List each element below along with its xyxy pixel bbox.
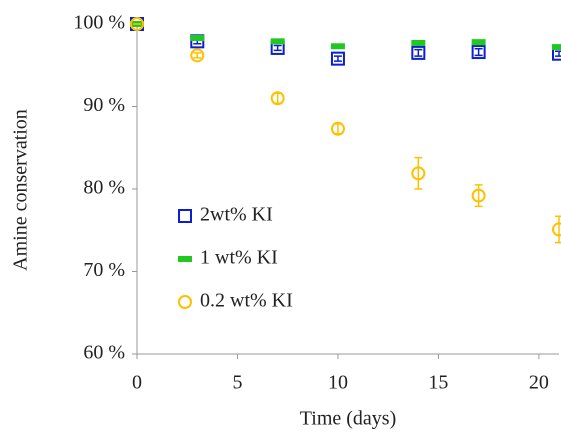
y-tick-label: 100 % (73, 12, 125, 34)
error-bar (414, 40, 423, 46)
marker (270, 91, 285, 106)
legend-marker (178, 256, 192, 262)
x-tick-label: 5 (232, 372, 242, 394)
y-axis-title: Amine conservation (10, 109, 32, 271)
error-bar (273, 92, 282, 104)
y-tick-label: 90 % (83, 94, 125, 116)
x-tick-label: 20 (529, 372, 549, 394)
marker (552, 222, 561, 237)
error-bar (273, 38, 282, 44)
error-bar (414, 156, 423, 190)
error-bar (474, 184, 483, 208)
error-bar (333, 123, 342, 135)
error-bar (333, 43, 342, 49)
error-bar (474, 48, 483, 57)
error-bar (474, 39, 483, 45)
marker (330, 121, 345, 136)
x-tick-label: 10 (328, 372, 348, 394)
legend-label: 2wt% KI (200, 204, 273, 226)
legend-label: 0.2 wt% KI (200, 290, 293, 312)
y-tick-label: 80 % (83, 177, 125, 199)
error-bar (555, 50, 561, 57)
legend-marker (178, 209, 192, 223)
error-bar (414, 48, 423, 57)
error-bar (193, 35, 202, 41)
y-tick-label: 60 % (83, 342, 125, 364)
marker (552, 44, 561, 51)
x-tick-label: 0 (132, 372, 142, 394)
error-bar (333, 55, 342, 62)
error-bar (193, 52, 202, 59)
error-bar (273, 44, 282, 52)
error-bar (555, 44, 561, 50)
marker (190, 48, 205, 63)
x-axis-title: Time (days) (300, 408, 396, 430)
marker (411, 45, 426, 60)
legend-label: 1 wt% KI (200, 247, 278, 269)
marker (471, 45, 486, 60)
marker (330, 51, 345, 66)
error-bar (555, 215, 561, 244)
x-tick-label: 15 (428, 372, 448, 394)
marker (130, 17, 144, 31)
y-tick-label: 70 % (83, 259, 125, 281)
legend-marker (178, 295, 192, 309)
